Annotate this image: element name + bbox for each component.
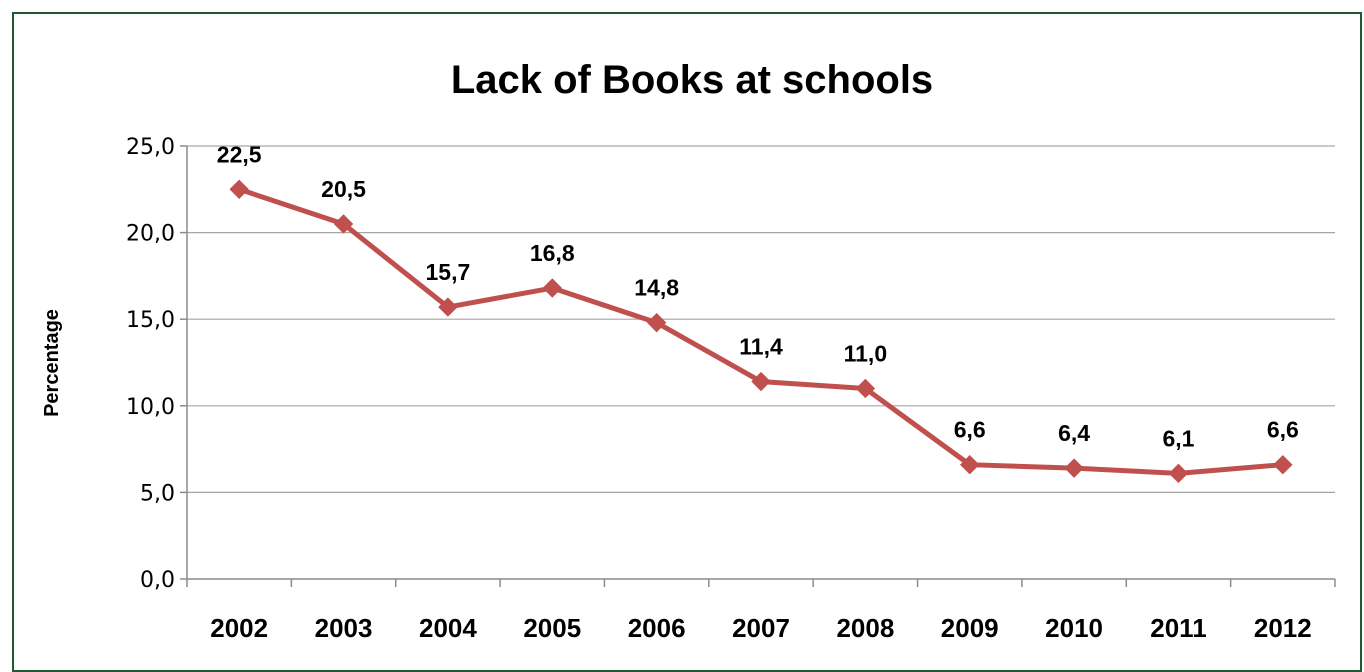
data-point-marker [751, 371, 771, 392]
data-point-marker [646, 312, 667, 333]
data-label: 20,5 [321, 176, 366, 202]
x-tick-label: 2006 [628, 613, 686, 643]
x-tick-label: 2003 [315, 613, 373, 643]
data-label: 22,5 [217, 141, 262, 167]
x-tick-label: 2002 [210, 613, 268, 643]
data-label: 14,8 [634, 275, 679, 301]
x-tick-label: 2004 [419, 613, 477, 643]
chart-title: Lack of Books at schools [451, 58, 933, 102]
x-tick-label: 2011 [1150, 613, 1206, 643]
data-label: 16,8 [530, 240, 575, 266]
y-tick-label: 0,0 [140, 568, 175, 593]
data-point-marker [1273, 454, 1293, 475]
y-tick-label: 20,0 [126, 222, 175, 247]
data-point-marker [438, 297, 458, 317]
data-point-marker [229, 179, 249, 200]
data-label: 15,7 [426, 259, 471, 285]
y-tick-label: 25,0 [126, 135, 175, 160]
line-chart: Lack of Books at schools Percentage 0,0 5… [41, 58, 1336, 643]
data-point-marker [960, 454, 980, 475]
y-tick-label: 15,0 [126, 308, 175, 333]
x-tick-label: 2010 [1045, 613, 1103, 643]
data-label: 6,6 [954, 417, 986, 443]
data-point-marker [333, 214, 354, 234]
data-point-marker [542, 278, 562, 298]
y-axis-label: Percentage [41, 309, 63, 417]
data-point-marker [1064, 458, 1084, 478]
data-label: 6,1 [1162, 425, 1194, 451]
data-label: 6,4 [1058, 420, 1090, 446]
data-label: 6,6 [1267, 417, 1299, 443]
data-label: 11,4 [739, 334, 783, 360]
x-tick-label: 2012 [1254, 613, 1312, 643]
x-tick-label: 2005 [523, 613, 581, 643]
data-point-marker [855, 378, 876, 399]
series-line [236, 186, 1286, 476]
y-tick-label: 10,0 [126, 395, 175, 420]
data-label: 11,0 [844, 340, 888, 366]
x-tick-label: 2009 [941, 613, 999, 643]
y-tick-label: 5,0 [140, 481, 175, 506]
x-tick-label: 2008 [836, 613, 894, 643]
data-point-marker [1168, 463, 1189, 484]
x-tick-label: 2007 [732, 613, 790, 643]
